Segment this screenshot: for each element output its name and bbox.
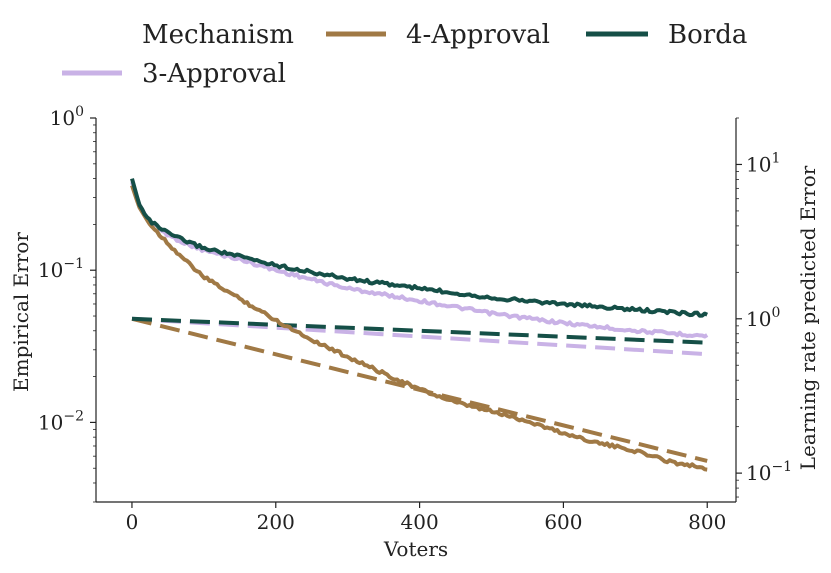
x-tick-label: 400 bbox=[401, 510, 439, 534]
series-borda-line bbox=[130, 178, 709, 318]
series-group bbox=[130, 178, 709, 472]
y-tick-label: 10−2 bbox=[38, 408, 84, 434]
legend-label-4-approval: 4-Approval bbox=[406, 20, 550, 50]
x-axis-label: Voters bbox=[383, 537, 448, 561]
series-3-approval-line bbox=[130, 181, 709, 339]
series-borda-predicted-line bbox=[131, 316, 708, 345]
x-tick-label: 600 bbox=[544, 510, 582, 534]
x-tick-label: 0 bbox=[126, 510, 139, 534]
legend-title: Mechanism bbox=[142, 20, 294, 50]
legend-label-3-approval: 3-Approval bbox=[142, 59, 286, 89]
series-4-approval-line bbox=[130, 184, 708, 472]
y-tick-label: 10−1 bbox=[38, 256, 84, 282]
legend: Mechanism 4-Approval Borda 3-Approval bbox=[62, 20, 747, 89]
x-tick-label: 800 bbox=[688, 510, 726, 534]
y2-tick-label: 10−1 bbox=[746, 459, 792, 485]
x-tick-label: 200 bbox=[257, 510, 295, 534]
series-3-approval-predicted-line bbox=[131, 316, 708, 357]
axes: 0 200 400 600 800 100 10−1 10−2 101 100 10−1 bbox=[38, 104, 792, 534]
y-axis-label: Empirical Error bbox=[9, 232, 33, 392]
y-tick-label: 100 bbox=[50, 104, 84, 130]
legend-label-borda: Borda bbox=[668, 20, 747, 50]
y2-axis-label: Learning rate predicted Error bbox=[796, 165, 820, 470]
y2-tick-label: 100 bbox=[746, 305, 780, 331]
y2-tick-label: 101 bbox=[746, 150, 780, 176]
